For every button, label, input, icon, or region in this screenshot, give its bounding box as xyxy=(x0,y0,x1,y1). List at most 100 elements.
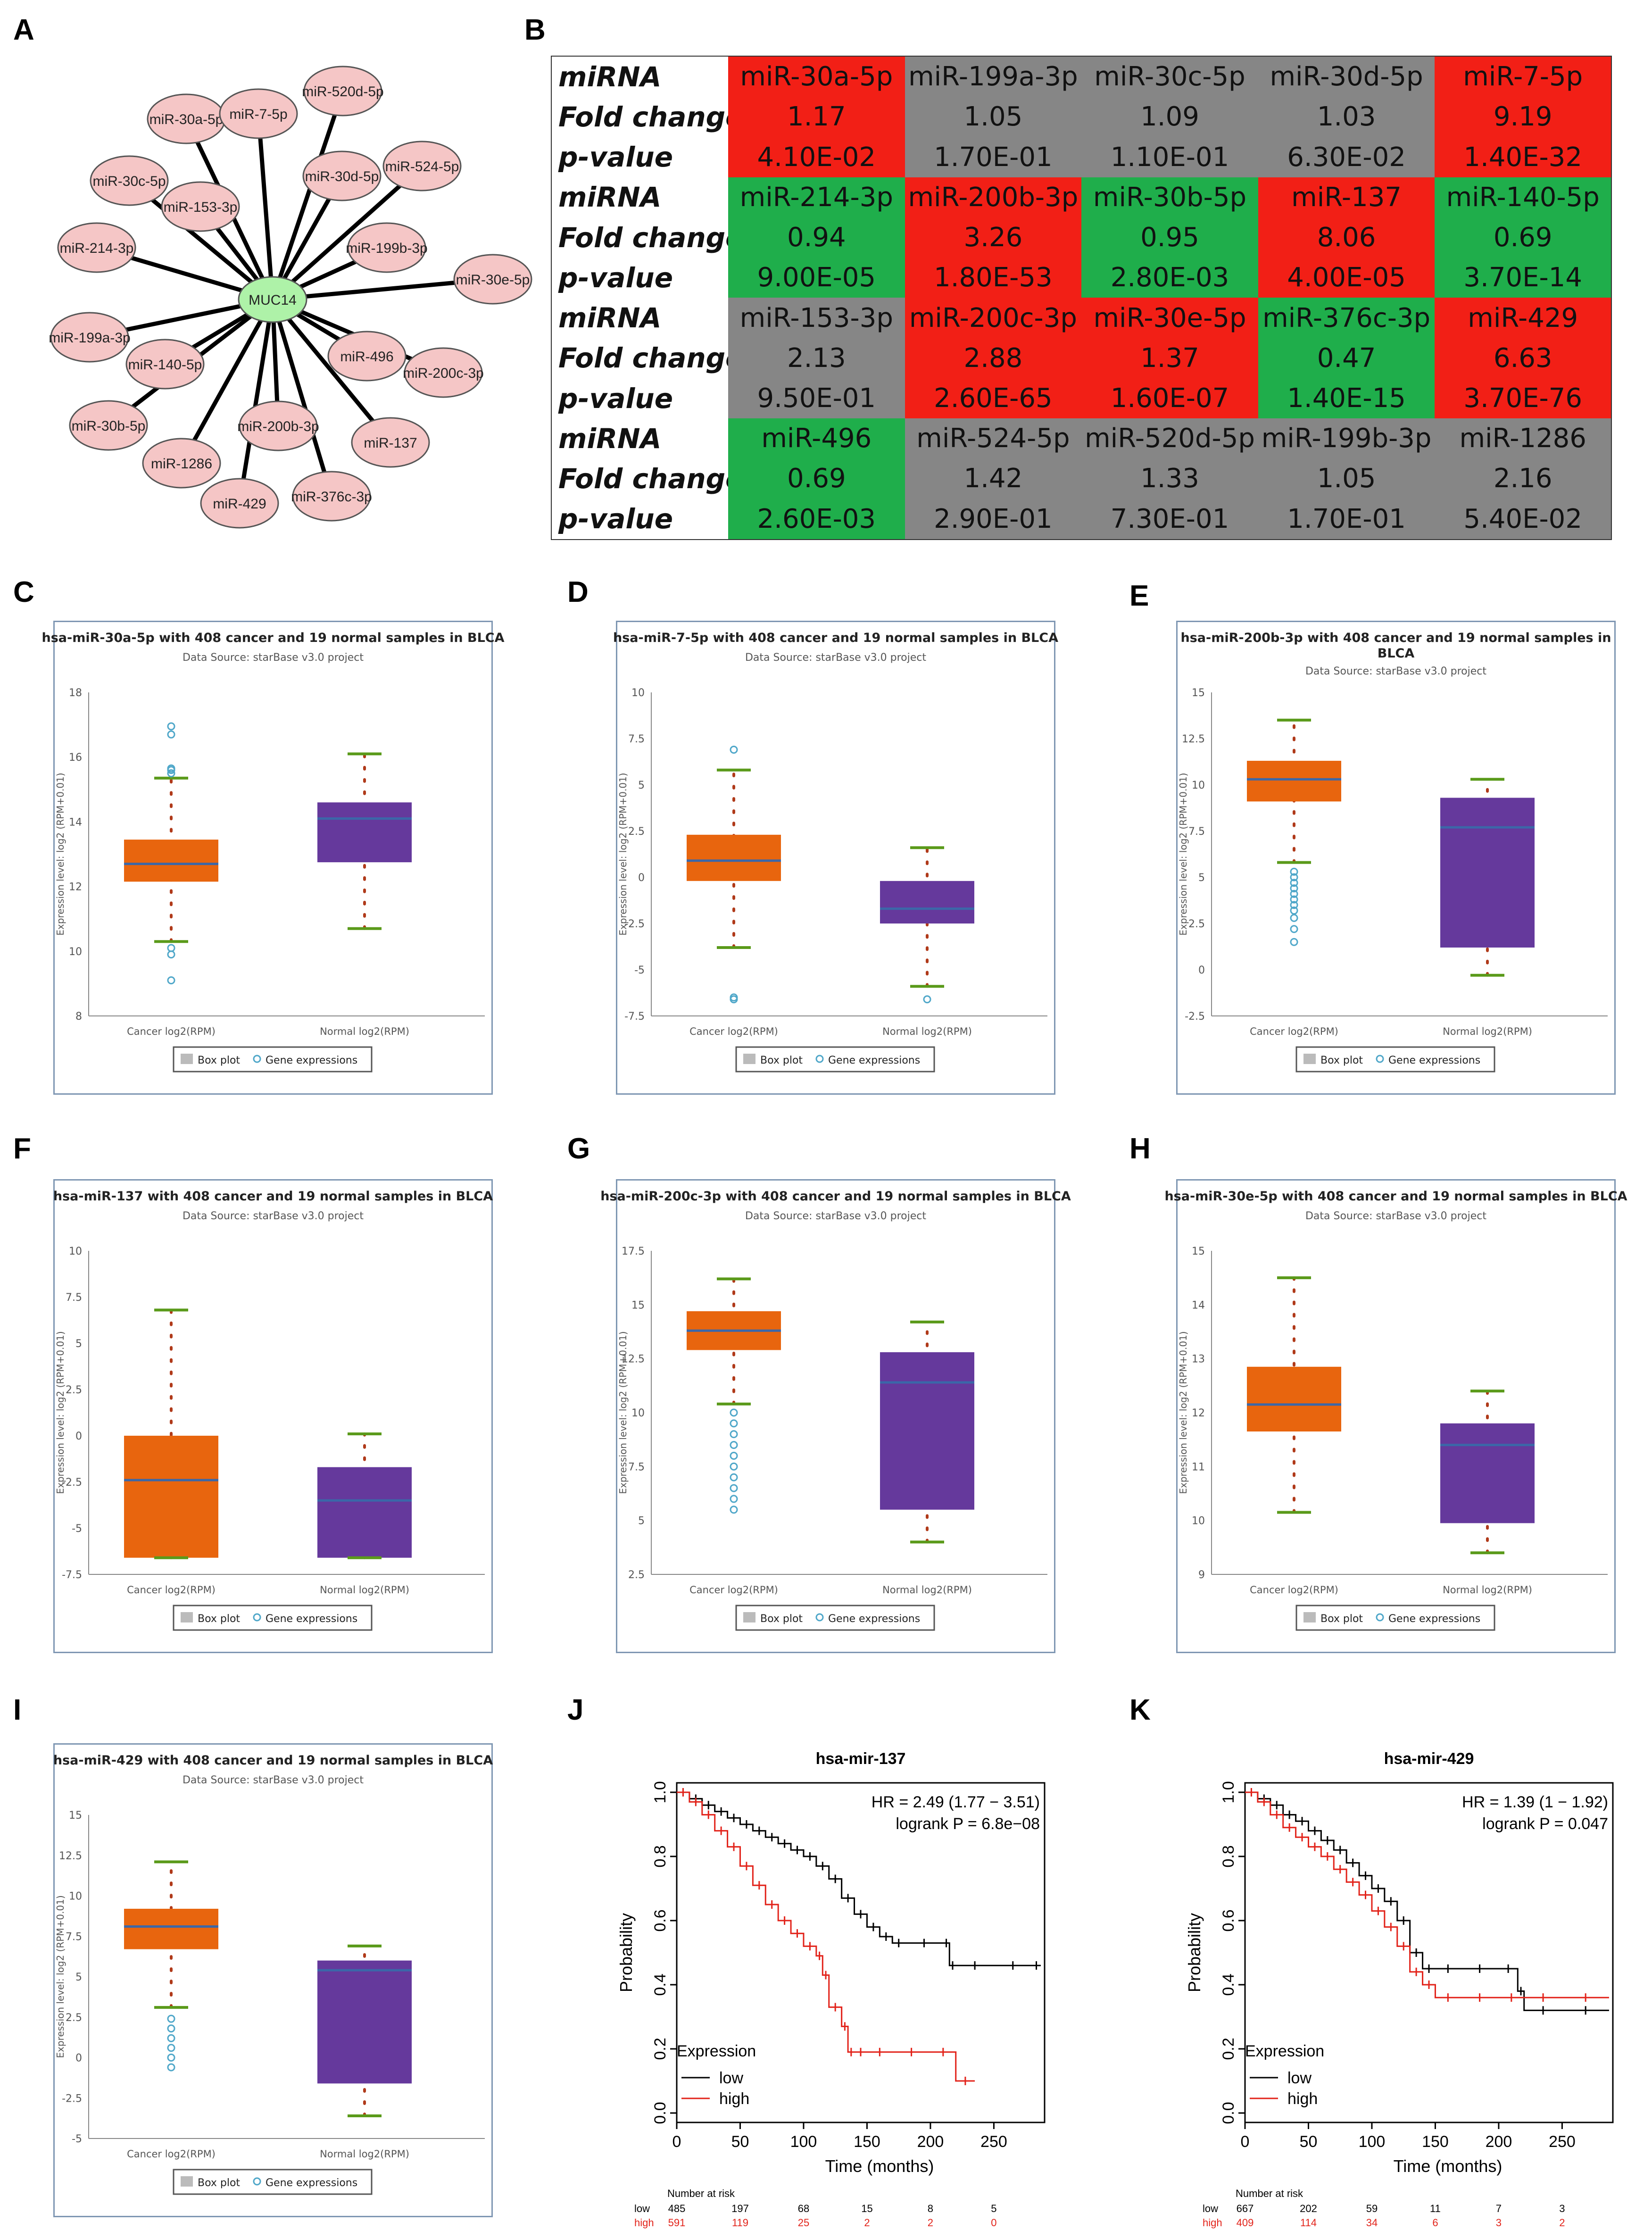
table-cell-mirna: miR-30a-5p xyxy=(728,56,905,97)
x-tick-label: 250 xyxy=(980,2133,1007,2151)
table-row: Fold change 1.17 1.05 1.09 1.03 9.19 xyxy=(551,97,1611,137)
risk-value: 591 xyxy=(668,2217,686,2229)
table-cell-p: 7.30E-01 xyxy=(1081,499,1258,540)
risk-value: 197 xyxy=(731,2203,749,2214)
x-tick-label: 100 xyxy=(790,2133,817,2151)
y-tick-label: 0.0 xyxy=(1220,2102,1237,2124)
row-label-p: p-value xyxy=(551,258,728,298)
network-node: miR-30b-5p xyxy=(69,400,148,451)
table-cell-mirna: miR-429 xyxy=(1435,298,1611,338)
table-cell-p: 2.60E-03 xyxy=(728,499,905,540)
boxplot-frame-g xyxy=(616,1179,1055,1653)
network-node: miR-137 xyxy=(351,417,430,468)
network-node-shape xyxy=(50,312,129,363)
network-node: miR-1286 xyxy=(142,438,221,489)
risk-value: 11 xyxy=(1430,2203,1441,2214)
network-node-shape xyxy=(347,222,426,273)
network-node: miR-7-5p xyxy=(219,88,298,139)
x-tick-label: 100 xyxy=(1359,2133,1386,2151)
network-node: miR-200c-3p xyxy=(403,347,484,398)
network-node: miR-30d-5p xyxy=(302,150,382,201)
table-cell-mirna: miR-30c-5p xyxy=(1081,56,1258,97)
network-node: miR-214-3p xyxy=(57,222,136,273)
risk-value: 6 xyxy=(1432,2217,1438,2229)
network-node: miR-524-5p xyxy=(382,141,462,191)
table-cell-p: 2.60E-65 xyxy=(905,378,1082,419)
y-tick-label: 0.6 xyxy=(1220,1909,1237,1931)
table-cell-fold: 0.94 xyxy=(728,217,905,258)
table-row: p-value 9.00E-05 1.80E-53 2.80E-03 4.00E-05 3… xyxy=(551,258,1611,298)
legend-label: low xyxy=(1287,2069,1312,2087)
network-node-shape xyxy=(57,222,136,273)
panel-label-a: A xyxy=(13,14,34,46)
table-row: miRNA miR-496 miR-524-5p miR-520d-5p miR-199… xyxy=(551,418,1611,459)
network-node: miR-199a-3p xyxy=(49,312,131,363)
y-tick-label: 0.6 xyxy=(651,1909,669,1931)
table-cell-fold: 0.69 xyxy=(728,458,905,499)
row-label-fold: Fold change xyxy=(551,217,728,258)
table-cell-p: 9.00E-05 xyxy=(728,258,905,298)
panel-label-d: D xyxy=(567,576,589,608)
table-row: p-value 9.50E-01 2.60E-65 1.60E-07 1.40E-15 3… xyxy=(551,378,1611,419)
boxplot-frame-e xyxy=(1176,621,1616,1095)
network-node-label: miR-496 xyxy=(340,349,393,365)
table-cell-mirna: miR-140-5p xyxy=(1435,177,1611,217)
x-tick-label: 50 xyxy=(731,2133,749,2151)
risk-value: 119 xyxy=(732,2217,748,2229)
network-edge xyxy=(271,298,368,358)
row-label-fold: Fold change xyxy=(551,97,728,137)
network-edge xyxy=(180,298,274,465)
network-node-shape xyxy=(404,347,483,398)
panel-label-f: F xyxy=(13,1132,31,1165)
network-node-shape xyxy=(219,88,298,139)
y-axis-label: Probability xyxy=(616,1913,636,1992)
network-node-label: miR-153-3p xyxy=(164,200,238,215)
table-cell-p: 1.10E-01 xyxy=(1081,137,1258,177)
table-cell-mirna: miR-200b-3p xyxy=(905,177,1082,217)
network-node-label: miR-214-3p xyxy=(60,241,134,256)
table-cell-mirna: miR-496 xyxy=(728,418,905,459)
table-cell-fold: 0.69 xyxy=(1435,217,1611,258)
network-node: miR-200b-3p xyxy=(237,400,319,451)
network-edge xyxy=(270,299,281,426)
table-cell-p: 1.40E-15 xyxy=(1258,378,1435,419)
network-edge xyxy=(270,90,345,300)
network-node: miR-520d-5p xyxy=(302,66,384,116)
network-edge xyxy=(199,205,274,301)
table-cell-fold: 0.95 xyxy=(1081,217,1258,258)
x-tick-label: 200 xyxy=(917,2133,944,2151)
network-node-label: miR-7-5p xyxy=(229,107,287,122)
network-node-label: miR-429 xyxy=(213,496,266,512)
network-node-shape xyxy=(142,438,221,489)
table-cell-fold: 1.05 xyxy=(905,97,1082,137)
network-edge xyxy=(96,245,274,302)
network-node-shape xyxy=(453,254,532,305)
table-cell-mirna: miR-30e-5p xyxy=(1081,298,1258,338)
table-cell-fold: 2.13 xyxy=(728,338,905,378)
risk-row-label: high xyxy=(634,2217,654,2229)
network-edge xyxy=(89,297,273,340)
table-cell-fold: 8.06 xyxy=(1258,217,1435,258)
table-cell-mirna: miR-199a-3p xyxy=(905,56,1082,97)
network-node-shape xyxy=(302,150,382,201)
table-row: miRNA miR-30a-5p miR-199a-3p miR-30c-5p miR-… xyxy=(551,56,1611,97)
y-tick-label: 0.2 xyxy=(651,2038,669,2060)
panel-label-j: J xyxy=(567,1694,584,1726)
risk-row-label: low xyxy=(1203,2203,1218,2214)
table-cell-p: 2.90E-01 xyxy=(905,499,1082,540)
risk-row-label: low xyxy=(634,2203,650,2214)
hazard-ratio-text: HR = 2.49 (1.77 − 3.51) xyxy=(872,1793,1040,1811)
row-label-fold: Fold change xyxy=(551,458,728,499)
table-cell-mirna: miR-7-5p xyxy=(1435,56,1611,97)
risk-value: 7 xyxy=(1496,2203,1502,2214)
network-node-label: miR-520d-5p xyxy=(302,84,383,100)
network-edge xyxy=(107,298,274,427)
network-node: miR-496 xyxy=(327,331,407,382)
table-row: miRNA miR-153-3p miR-200c-3p miR-30e-5p miR-… xyxy=(551,298,1611,338)
network-node-label: miR-376c-3p xyxy=(291,489,372,505)
network-center-node xyxy=(238,276,307,323)
x-tick-label: 50 xyxy=(1300,2133,1318,2151)
network-node-shape xyxy=(161,181,240,232)
table-row: p-value 4.10E-02 1.70E-01 1.10E-01 6.30E-02 1… xyxy=(551,137,1611,177)
network-edge xyxy=(271,175,344,301)
